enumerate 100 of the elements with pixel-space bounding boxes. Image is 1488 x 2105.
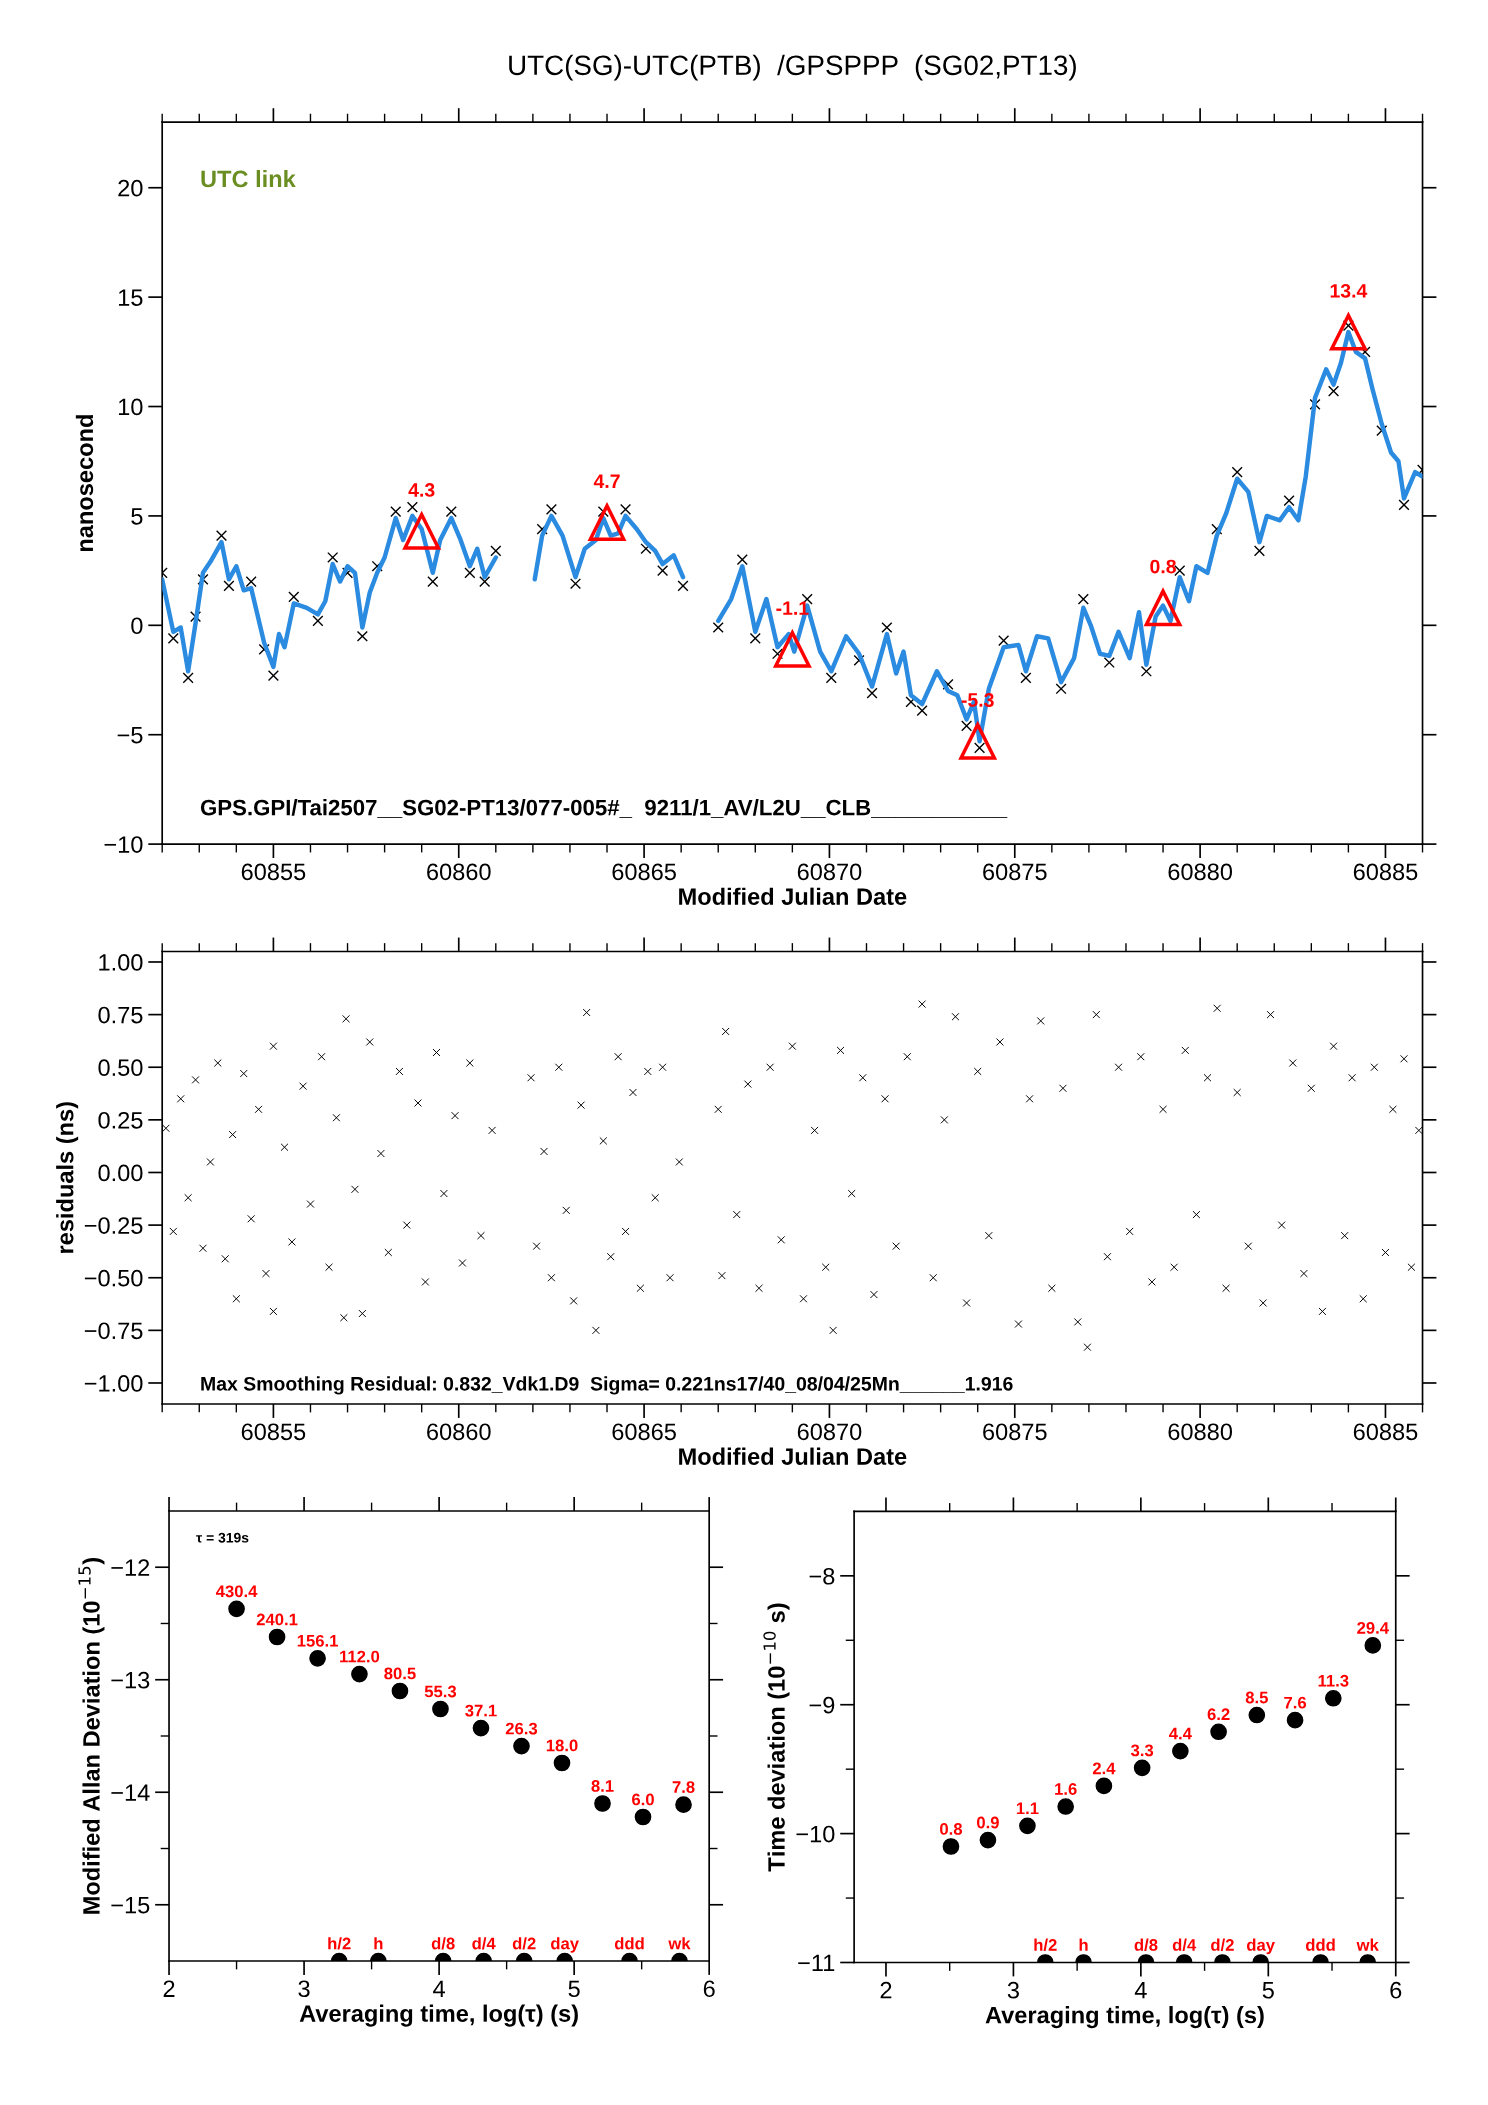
x-tick-label: 6 [703,1980,715,1998]
annotation: 6.0 [632,1793,654,1806]
annotation: 80.5 [384,1667,416,1680]
annotation: 29.4 [1357,1622,1389,1634]
point [958,720,997,760]
point [402,510,441,550]
point [391,1682,409,1700]
annotation: h [1079,1938,1088,1951]
annotation: 112.0 [340,1650,380,1663]
x-axis-title: Averaging time, log(τ) (s) [299,2004,578,2027]
y-tick-label: −12 [111,1559,150,1576]
annotation: 0.8 [940,1823,963,1835]
annotation: 55.3 [424,1685,457,1698]
x-tick-label: 4 [1134,1982,1147,1999]
x-tick-label: 60885 [1353,1423,1418,1441]
annotation: 2.4 [1092,1762,1116,1775]
annotation: d/4 [1172,1938,1197,1952]
annotation: 4.4 [1169,1727,1192,1740]
annotation: Max Smoothing Residual: 0.832_Vdk1.D9 Sigma= 0.221ns17/40_08/04/25Mn______1.916 [201,1376,1013,1395]
annotation: ddd [614,1937,644,1950]
y-tick-label: 10 [118,398,143,416]
annotation: τ = 319s [196,1532,249,1543]
x-tick-label: 5 [1262,1982,1274,1999]
point [1329,311,1368,351]
annotation: GPS.GPI/Tai2507__SG02-PT13/077-005#_ 9211/1_AV/L2U__CLB___________ [200,799,1008,818]
annotation: ddd [1305,1938,1335,1951]
annotation: 8.1 [591,1780,614,1792]
point [351,1665,368,1683]
y-tick-label: −13 [111,1671,150,1689]
annotation: h/2 [1034,1938,1057,1952]
y-tick-label: −0.50 [84,1269,143,1287]
y-tick-label: −0.25 [84,1217,143,1234]
x-axis-title: Modified Julian Date [679,1447,907,1465]
annotation: 11.3 [1318,1674,1349,1687]
x-tick-label: 60860 [427,863,491,881]
data-label: 4.7 [593,474,620,488]
point [634,1808,652,1826]
annotation: d/8 [1134,1938,1158,1952]
y-tick-label: 0.75 [98,1006,143,1024]
annotation: 0.9 [977,1816,999,1829]
annotation: d/8 [431,1937,455,1950]
point [773,630,811,668]
annotation: 1.1 [1016,1802,1039,1815]
x-tick-label: 4 [433,1980,445,1997]
y-tick-label: −15 [111,1897,150,1914]
y-tick-label: −0.75 [84,1322,143,1340]
x-tick-label: 3 [298,1980,310,1998]
y-tick-label: −5 [117,727,143,744]
point [268,1628,286,1646]
point [1144,589,1182,627]
annotation: 8.5 [1245,1691,1268,1704]
x-tick-label: 2 [163,1980,175,1997]
point [513,1737,530,1755]
annotation: day [1246,1938,1275,1955]
x-tick-label: 6 [1390,1981,1402,1999]
x-tick-label: 60865 [612,1423,676,1441]
y-axis-title: nanosecond [75,415,94,552]
data-label: 4.3 [408,483,435,497]
annotation: h/2 [328,1937,351,1950]
annotation: 18.0 [546,1739,578,1752]
point [553,1754,571,1772]
annotation: 430.4 [215,1585,258,1598]
point [594,1795,611,1812]
y-axis-title: Time deviation (10$^{−10}$ s) [763,1603,790,1872]
x-tick-label: 60885 [1353,863,1418,881]
point [309,1650,326,1667]
annotation: 37.1 [465,1704,497,1717]
x-tick-label: 60880 [1168,863,1233,881]
x-tick-label: 60875 [983,1423,1047,1441]
annotation: h [374,1937,383,1950]
x-tick-label: 60865 [612,863,676,881]
annotation: d/2 [512,1937,536,1950]
annotation: 26.3 [505,1722,538,1735]
y-tick-label: −9 [809,1696,835,1714]
x-tick-label: 60860 [427,1423,491,1441]
annotation: 7.6 [1284,1696,1307,1709]
annotation: 156.1 [297,1634,338,1647]
y-tick-label: −1.00 [84,1375,143,1392]
x-axis-title: Averaging time, log(τ) (s) [985,2006,1264,2029]
annotation: wk [668,1937,691,1950]
y-tick-label: −8 [809,1567,835,1585]
x-axis-title: Modified Julian Date [679,887,907,905]
chart-title: UTC(SG)-UTC(PTB) /GPSPPP (SG02,PT13) [509,54,1076,81]
data-label: 13.4 [1330,283,1368,298]
point [432,1700,449,1718]
y-axis-title: Modified Allan Deviation (10$^{−15}$) [78,1558,105,1914]
x-tick-label: 5 [568,1980,580,1998]
x-tick-label: 60855 [241,863,306,881]
y-tick-label: −11 [798,1954,835,1972]
x-tick-label: 60870 [797,1423,862,1441]
annotation: 6.2 [1207,1708,1230,1721]
annotation: wk [1356,1938,1379,1951]
point [472,1719,490,1737]
annotation: d/2 [1211,1938,1234,1952]
y-tick-label: 0.25 [98,1111,143,1129]
x-tick-label: 60870 [797,863,862,881]
annotation: day [551,1937,579,1953]
y-tick-label: 1.00 [99,954,143,971]
annotation: UTC link [201,169,296,188]
y-tick-label: −14 [111,1784,150,1801]
